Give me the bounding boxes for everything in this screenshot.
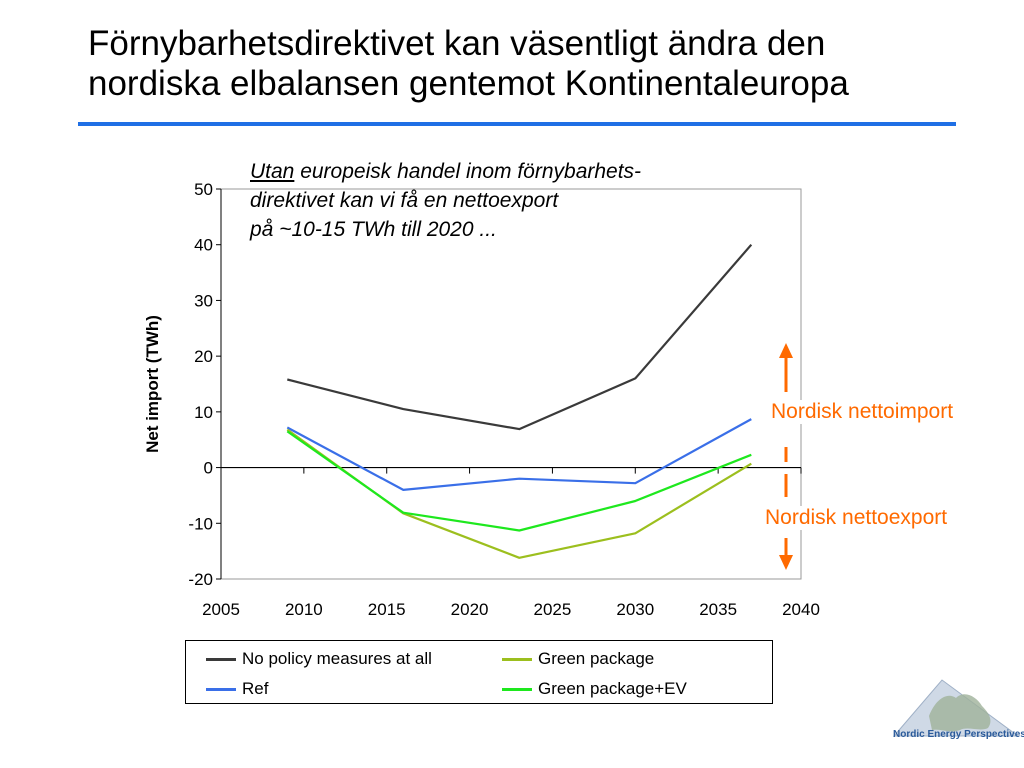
y-tick-label: 50 [194,180,213,199]
chart-annotation: Utan europeisk handel inom förnybarhets-… [250,157,750,244]
title-divider [78,122,956,126]
x-tick-label: 2040 [782,600,820,619]
legend-swatch-green-package [502,657,532,661]
import-arrow-head [779,343,793,358]
x-tick-label: 2015 [368,600,406,619]
annotation-line-3: på ~10-15 TWh till 2020 ... [250,218,497,241]
export-arrow-head [779,555,793,570]
legend-label-green-package-ev: Green package+EV [538,679,687,698]
logo-text: Nordic Energy Perspectives [893,729,1024,740]
legend-label-ref: Ref [242,679,269,698]
x-tick-label: 2005 [202,600,240,619]
logo-map-shape [929,694,991,732]
x-tick-label: 2025 [534,600,572,619]
x-tick-label: 2010 [285,600,323,619]
series-line-green-package [286,428,752,559]
y-tick-label: 30 [194,291,213,310]
x-tick-label: 2035 [699,600,737,619]
slide-title: Förnybarhetsdirektivet kan väsentligt än… [88,24,988,104]
legend-label-no-policy: No policy measures at all [242,649,432,668]
x-tick-label: 2020 [451,600,489,619]
series-line-no-policy-measures-at-all [287,243,753,431]
legend-swatch-green-package-ev [502,687,532,691]
y-tick-label: 20 [194,347,213,366]
series-line-green-package-ev [286,430,752,532]
annotation-underlined-word: Utan [250,160,295,183]
nordic-energy-perspectives-logo [892,679,1020,737]
nettoexport-label: Nordisk nettoexport [765,506,948,530]
x-tick-label: 2030 [616,600,654,619]
annotation-line-2: direktivet kan vi få en nettoexport [250,189,559,212]
legend-item-no-policy: No policy measures at all [206,649,432,669]
legend-item-green-package: Green package [502,649,654,669]
legend-item-ref: Ref [206,679,268,699]
y-tick-label: -20 [188,570,213,589]
y-tick-label: 10 [194,403,213,422]
legend-swatch-no-policy [206,657,236,661]
slide-title-line-2: nordiska elbalansen gentemot Kontinental… [88,64,849,103]
annotation-line-1-rest: europeisk handel inom förnybarhets- [294,160,642,183]
legend-item-green-package-ev: Green package+EV [502,679,687,699]
y-tick-label: -10 [188,514,213,533]
y-tick-label: 40 [194,236,213,255]
legend-swatch-ref [206,687,236,691]
legend-label-green-package: Green package [538,649,655,668]
slide-title-line-1: Förnybarhetsdirektivet kan väsentligt än… [88,24,826,63]
y-axis-title: Net import (TWh) [143,315,162,453]
y-tick-label: 0 [204,459,213,478]
nettoimport-label: Nordisk nettoimport [771,400,954,424]
chart-legend: No policy measures at all Ref Green pack… [185,640,773,704]
annotation-line-1: Utan europeisk handel inom förnybarhets- [250,157,750,186]
